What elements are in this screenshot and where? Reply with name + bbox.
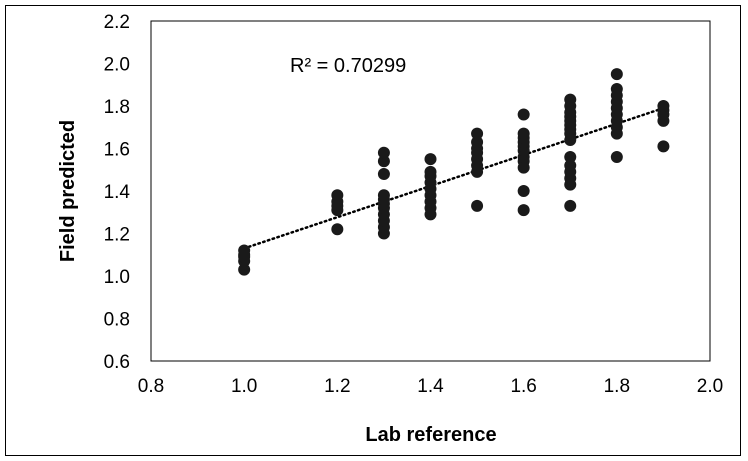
y-tick-label: 1.4 <box>104 182 131 203</box>
x-tick-label: 1.4 <box>417 376 444 397</box>
data-point <box>564 159 577 172</box>
y-tick-label: 1.2 <box>104 225 130 246</box>
data-point <box>238 263 251 276</box>
x-tick-label: 1.0 <box>231 376 257 397</box>
data-point <box>564 93 577 106</box>
data-point <box>564 199 577 212</box>
r-squared-annotation: R² = 0.70299 <box>290 55 406 77</box>
data-point <box>517 127 530 140</box>
data-point <box>331 223 344 236</box>
data-point <box>471 127 484 140</box>
data-point <box>610 83 623 95</box>
data-point <box>377 155 390 168</box>
data-point <box>517 204 530 217</box>
data-point <box>564 151 577 163</box>
data-point <box>424 165 437 178</box>
y-tick-label: 1.8 <box>104 97 130 118</box>
data-point <box>610 68 623 81</box>
chart-frame <box>5 5 741 456</box>
x-axis-ticks: 0.8 1.0 1.2 1.4 1.6 1.8 2.0 <box>138 376 723 397</box>
data-point <box>238 244 251 257</box>
data-point <box>377 189 390 202</box>
data-point <box>424 153 437 166</box>
data-point <box>377 146 390 159</box>
y-tick-label: 1.0 <box>104 267 130 288</box>
x-tick-label: 0.8 <box>138 376 164 397</box>
data-point <box>610 151 623 163</box>
y-axis-title: Field predicted <box>57 120 79 262</box>
y-tick-label: 0.8 <box>104 310 130 331</box>
plot-area <box>150 20 711 362</box>
x-tick-label: 2.0 <box>697 376 723 397</box>
data-point <box>331 189 344 202</box>
x-tick-label: 1.6 <box>510 376 536 397</box>
data-point <box>471 136 484 149</box>
x-tick-label: 1.2 <box>324 376 350 397</box>
data-point <box>471 199 484 212</box>
x-axis-title: Lab reference <box>365 424 496 446</box>
data-point <box>657 100 670 112</box>
x-tick-label: 1.8 <box>604 376 630 397</box>
y-axis-ticks: 0.6 0.8 1.0 1.2 1.4 1.6 1.8 2.0 2.2 <box>104 12 131 373</box>
y-tick-label: 2.0 <box>104 55 130 76</box>
trendline-layer <box>242 106 665 250</box>
trendline <box>242 106 665 250</box>
points-layer <box>238 68 670 276</box>
y-tick-label: 1.6 <box>104 140 130 161</box>
y-tick-label: 0.6 <box>104 352 130 373</box>
data-point <box>517 108 530 121</box>
data-point <box>517 185 530 197</box>
data-point <box>657 140 670 153</box>
data-point <box>377 168 390 180</box>
y-tick-label: 2.2 <box>104 12 130 33</box>
